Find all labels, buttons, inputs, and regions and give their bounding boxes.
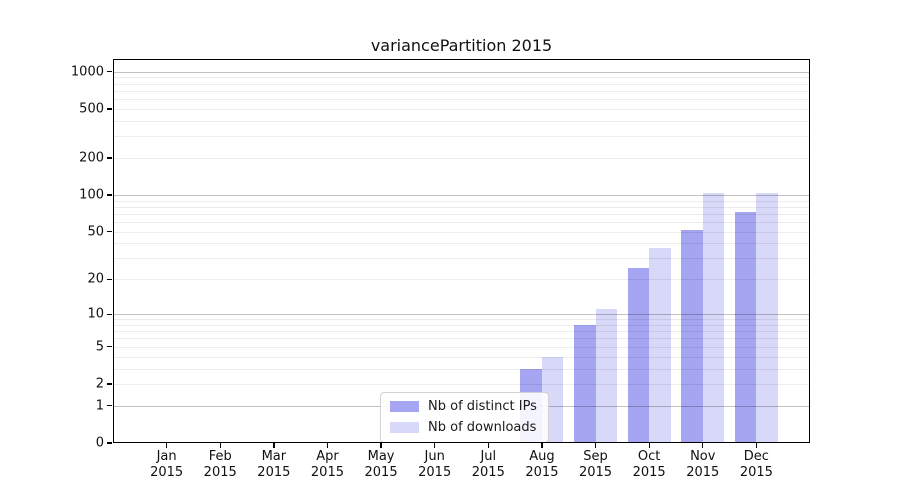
- gridline-minor: [113, 77, 810, 79]
- x-tick-label: May 2015: [365, 449, 398, 481]
- x-tick-label: Jul 2015: [472, 449, 505, 481]
- x-tick-mark: [541, 443, 543, 448]
- y-tick-mark: [107, 108, 112, 110]
- x-tick-year: 2015: [257, 465, 291, 480]
- x-tick-month: May: [367, 449, 395, 464]
- y-tick-mark: [107, 383, 112, 385]
- x-tick-mark: [648, 443, 650, 448]
- x-tick-label: Mar 2015: [257, 449, 290, 481]
- x-tick-label: Jun 2015: [418, 449, 451, 481]
- y-tick-mark: [107, 71, 112, 73]
- x-tick-year: 2015: [150, 465, 184, 480]
- x-tick-mark: [594, 443, 597, 448]
- bar-distinct-ips: [681, 229, 703, 443]
- y-tick-label: 1000: [70, 64, 104, 80]
- x-tick-label: Aug 2015: [525, 449, 558, 481]
- x-tick-label: Nov 2015: [686, 449, 719, 481]
- x-tick-mark: [487, 443, 489, 448]
- bar-distinct-ips: [734, 212, 757, 443]
- x-tick-label: Sep 2015: [579, 449, 612, 481]
- x-tick-mark: [434, 443, 436, 448]
- x-tick-year: 2015: [739, 465, 773, 480]
- y-tick-label: 20: [87, 271, 104, 287]
- y-tick-mark: [107, 194, 112, 196]
- x-tick-mark: [380, 443, 382, 448]
- x-tick-year: 2015: [632, 465, 666, 480]
- x-tick-month: Sep: [583, 449, 608, 464]
- x-tick-year: 2015: [310, 465, 344, 480]
- x-tick-mark: [166, 443, 168, 448]
- legend-row: Nb of distinct IPs: [390, 399, 537, 414]
- chart-title: variancePartition 2015: [370, 36, 553, 55]
- x-tick-year: 2015: [471, 465, 505, 480]
- x-tick-mark: [755, 443, 758, 448]
- x-tick-mark: [273, 443, 275, 448]
- legend-row: Nb of downloads: [390, 420, 537, 435]
- x-tick-mark: [219, 443, 221, 448]
- y-tick-label: 100: [79, 187, 104, 203]
- bar-downloads: [756, 192, 778, 443]
- y-tick-mark: [107, 405, 112, 407]
- y-tick-label: 5: [95, 339, 104, 355]
- x-tick-mark: [702, 443, 704, 448]
- y-tick-mark: [107, 157, 112, 159]
- x-tick-year: 2015: [203, 465, 237, 480]
- gridline-minor: [113, 99, 810, 101]
- y-tick-mark: [107, 442, 112, 444]
- bar-distinct-ips: [627, 267, 650, 443]
- bar-downloads: [595, 309, 618, 443]
- x-tick-month: Mar: [261, 449, 287, 464]
- x-tick-year: 2015: [578, 465, 613, 480]
- legend: Nb of distinct IPs Nb of downloads: [380, 392, 549, 443]
- x-tick-label: Jan 2015: [150, 449, 183, 481]
- bar-downloads: [702, 192, 725, 443]
- y-tick-label: 2: [95, 376, 104, 392]
- y-tick-label: 200: [79, 150, 104, 166]
- x-tick-month: Jan: [156, 449, 177, 464]
- x-tick-year: 2015: [364, 465, 398, 480]
- gridline-minor: [113, 83, 810, 85]
- gridline-minor: [113, 120, 810, 122]
- legend-swatch: [390, 401, 419, 412]
- legend-label: Nb of distinct IPs: [428, 399, 537, 414]
- x-tick-label: Feb 2015: [204, 449, 237, 481]
- x-tick-month: Oct: [637, 449, 661, 464]
- x-tick-month: Jun: [424, 449, 445, 464]
- gridline-minor: [113, 136, 810, 138]
- x-tick-mark: [326, 443, 329, 448]
- y-tick-label: 1: [95, 398, 104, 414]
- x-tick-year: 2015: [525, 465, 559, 480]
- gridline-major: [113, 71, 810, 73]
- y-tick-label: 10: [87, 306, 104, 322]
- y-tick-label: 0: [95, 435, 104, 451]
- y-tick-mark: [107, 346, 112, 348]
- bar-distinct-ips: [574, 324, 596, 443]
- x-tick-month: Feb: [208, 449, 232, 464]
- plot-area: Nb of distinct IPs Nb of downloads: [113, 59, 810, 443]
- x-tick-month: Apr: [316, 449, 339, 464]
- x-tick-month: Aug: [529, 449, 555, 464]
- y-tick-mark: [107, 278, 112, 281]
- x-tick-year: 2015: [686, 465, 720, 480]
- y-tick-mark: [107, 231, 112, 233]
- x-tick-month: Nov: [690, 449, 716, 464]
- gridline-minor: [113, 158, 810, 160]
- y-tick-label: 500: [79, 101, 104, 117]
- x-tick-label: Dec 2015: [740, 449, 773, 481]
- y-tick-label: 50: [87, 224, 104, 240]
- gridline-minor: [113, 90, 810, 92]
- x-tick-label: Apr 2015: [311, 449, 344, 481]
- legend-swatch: [390, 422, 419, 433]
- gridline-minor: [113, 108, 810, 110]
- x-tick-month: Jul: [480, 449, 497, 464]
- bar-downloads: [649, 247, 671, 443]
- legend-label: Nb of downloads: [428, 420, 537, 435]
- y-tick-mark: [107, 313, 112, 315]
- x-tick-month: Dec: [743, 449, 769, 464]
- x-tick-label: Oct 2015: [633, 449, 666, 481]
- x-tick-year: 2015: [418, 465, 452, 480]
